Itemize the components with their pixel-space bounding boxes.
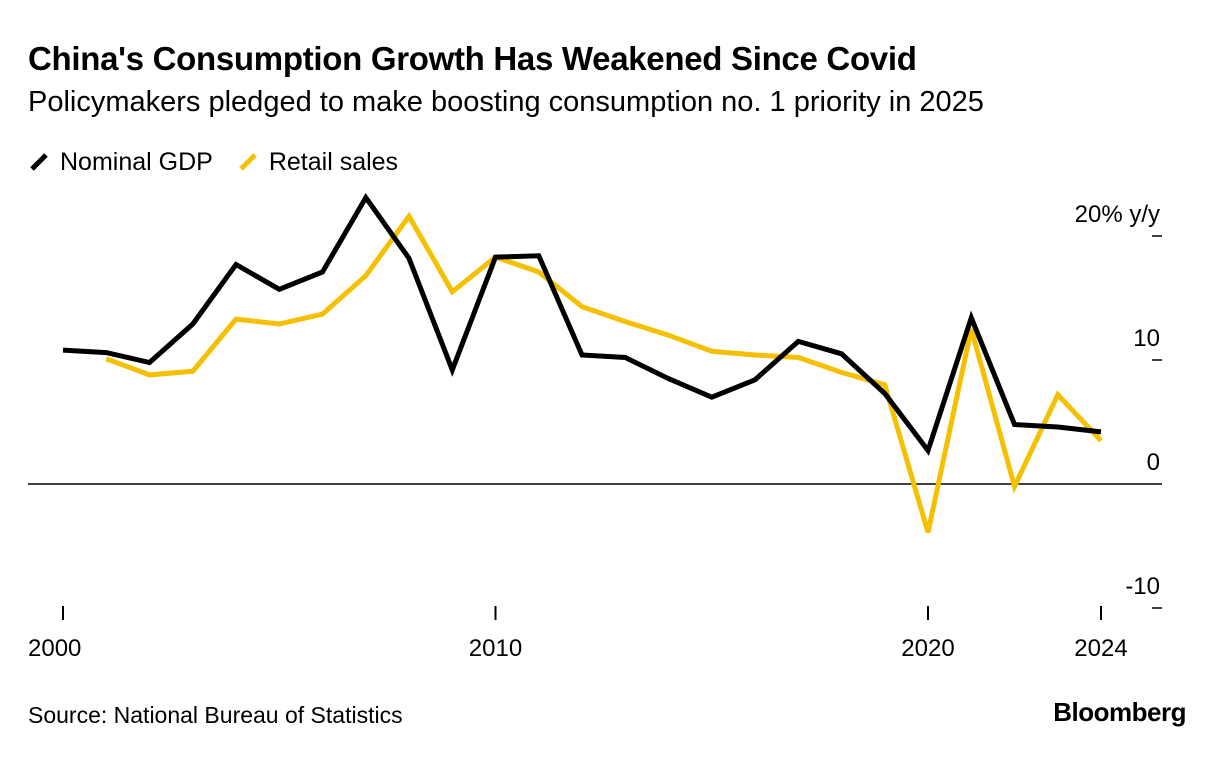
chart-subtitle: Policymakers pledged to make boosting co… — [28, 86, 984, 118]
bloomberg-logo: Bloomberg — [1053, 697, 1186, 727]
y-axis-gridlines: 20% y/y 10 0 -10 — [28, 201, 1162, 609]
legend-item-nominal-gdp: Nominal GDP — [28, 148, 213, 177]
x-tick-label: 2024 — [1074, 635, 1127, 662]
series-line-retail-sales — [105, 211, 1103, 534]
legend-item-retail-sales: Retail sales — [237, 148, 398, 177]
legend-label-retail-sales: Retail sales — [268, 147, 399, 176]
legend-swatch-retail-sales — [239, 153, 257, 171]
chart-legend: Nominal GDP Retail sales — [28, 146, 422, 178]
chart-title: China's Consumption Growth Has Weakened … — [28, 40, 917, 77]
legend-label-nominal-gdp: Nominal GDP — [60, 147, 213, 176]
y-tick-label: 20% y/y — [1075, 201, 1160, 228]
x-tick-label: 2000 — [28, 635, 81, 662]
chart-series — [62, 192, 1103, 534]
series-line-nominal-gdp — [62, 192, 1102, 456]
y-tick-label: 10 — [1133, 325, 1160, 352]
x-tick-label: 2010 — [469, 635, 522, 662]
source-note: Source: National Bureau of Statistics — [28, 702, 403, 728]
legend-swatch-nominal-gdp — [30, 153, 48, 171]
y-tick-label: 0 — [1147, 449, 1160, 476]
x-tick-label: 2020 — [901, 635, 954, 662]
x-axis: 2000 2010 2020 2024 — [28, 606, 1128, 662]
y-tick-label: -10 — [1125, 573, 1160, 600]
